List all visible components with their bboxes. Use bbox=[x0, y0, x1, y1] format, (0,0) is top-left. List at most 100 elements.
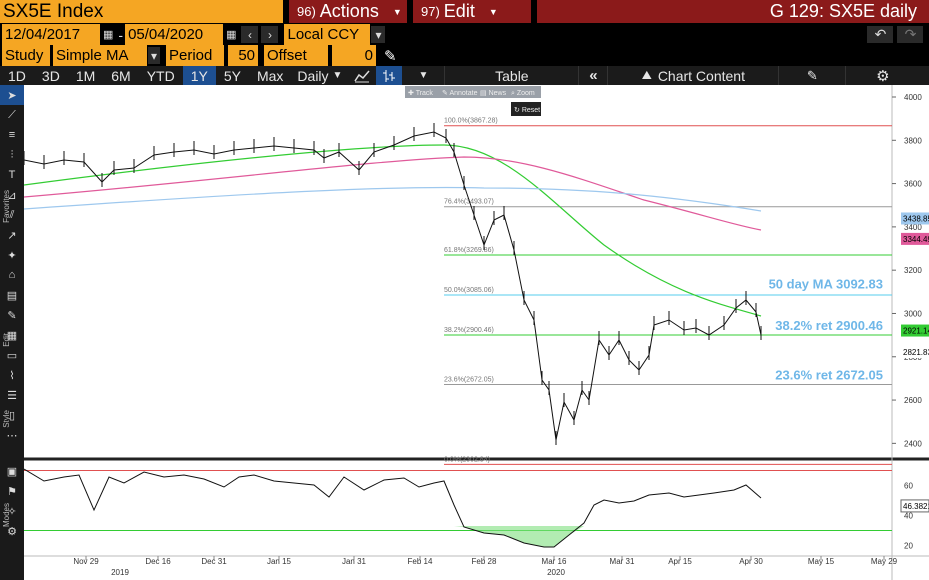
ticker-field[interactable]: SX5E Index bbox=[0, 0, 283, 23]
period-value-text: 50 bbox=[238, 47, 255, 64]
left-toolbar: ➤ ⟋ ≡ ⫶ T ⊿ ⫽ ↗ ✦ ⌂ ▤ ✎ ▦ ▭ ⌇ ☰ ▯ ⋯ ▣ ⚑ … bbox=[0, 85, 24, 580]
window-title: G 129: SX5E daily bbox=[537, 0, 929, 23]
chart-area[interactable]: ➤ ⟋ ≡ ⫶ T ⊿ ⫽ ↗ ✦ ⌂ ▤ ✎ ▦ ▭ ⌇ ☰ ▯ ⋯ ▣ ⚑ … bbox=[0, 85, 929, 580]
range-button-3d[interactable]: 3D bbox=[41, 67, 60, 84]
actions-button[interactable]: 96) Actions ▼ bbox=[289, 0, 407, 23]
range-button-1d[interactable]: 1D bbox=[8, 67, 26, 84]
news-tool[interactable]: ▤ News bbox=[480, 90, 507, 97]
star-icon[interactable]: ✧ bbox=[7, 505, 17, 518]
bar-chart-icon[interactable] bbox=[376, 66, 403, 85]
value-tag bbox=[901, 232, 929, 245]
channel-icon[interactable]: ⫽ bbox=[9, 208, 15, 221]
caret-down-icon: ▼ bbox=[392, 6, 402, 17]
undo-icon[interactable]: ↶ bbox=[867, 26, 894, 43]
document-icon[interactable]: ▯ bbox=[8, 409, 16, 422]
ma50-line bbox=[24, 144, 762, 317]
edit-num: 97) bbox=[421, 4, 440, 19]
zoom-tool[interactable]: ⌕ Zoom bbox=[511, 90, 535, 97]
study-select[interactable]: Simple MA bbox=[53, 45, 147, 66]
range-buttons: 1D 3D 1M 6M YTD 1Y 5Y Max bbox=[0, 66, 291, 85]
flag-icon[interactable]: ⚑ bbox=[7, 485, 17, 498]
range-button-ytd[interactable]: YTD bbox=[146, 67, 175, 84]
date-separator: - bbox=[118, 26, 124, 43]
x-tick-label: May 15 bbox=[808, 557, 835, 566]
prev-arrow-button[interactable]: ‹ bbox=[241, 26, 259, 43]
range-button-1m[interactable]: 1M bbox=[75, 67, 96, 84]
range-button-1y[interactable]: 1Y bbox=[182, 66, 216, 85]
frequency-select[interactable]: Daily ▼ bbox=[291, 66, 348, 85]
line-width-icon[interactable]: ☰ bbox=[7, 389, 17, 402]
line-chart-icon[interactable] bbox=[348, 66, 376, 85]
fib-ext-icon[interactable]: ⫶ bbox=[10, 148, 14, 161]
caret-down-icon: ▼ bbox=[488, 6, 498, 17]
stamp-icon[interactable]: ▣ bbox=[6, 465, 18, 478]
start-date-field[interactable]: 12/04/2017 bbox=[2, 24, 100, 45]
reset-button[interactable] bbox=[511, 102, 541, 116]
chart-content-button[interactable]: ⛰ Chart Content bbox=[607, 66, 780, 85]
text-tool-icon[interactable]: T bbox=[8, 169, 16, 181]
pencil-tool-icon[interactable]: ✎ bbox=[7, 309, 17, 322]
currency-field[interactable]: Local CCY bbox=[284, 24, 371, 45]
x-tick-label: May 29 bbox=[871, 557, 898, 566]
osc-tick-label: 20 bbox=[904, 542, 913, 551]
period-input[interactable]: 50 bbox=[228, 45, 258, 66]
pin-icon[interactable]: ✦ bbox=[7, 249, 17, 262]
y-tick-label: 4000 bbox=[904, 93, 922, 102]
calendar-icon[interactable]: ▦ bbox=[226, 29, 237, 41]
trendline-icon[interactable]: ⟋ bbox=[8, 108, 16, 121]
price-bars bbox=[24, 123, 762, 445]
ruler-icon[interactable]: ⊿ bbox=[7, 189, 17, 202]
edit-chart-icon[interactable]: ✎ bbox=[806, 67, 818, 83]
study-label: Study bbox=[2, 45, 50, 66]
magnet-icon[interactable]: ⌂ bbox=[8, 269, 16, 281]
fib-levels: 100.0%(3867.28) 76.4%(3493.07) 61.8%(3269.… bbox=[444, 118, 892, 465]
fib-icon[interactable]: ≡ bbox=[8, 129, 16, 141]
fib-label: 38.2%(2900.46) bbox=[444, 327, 494, 334]
end-date-field[interactable]: 05/04/2020 bbox=[125, 24, 224, 45]
next-arrow-button[interactable]: › bbox=[261, 26, 279, 43]
mini-toolbar-bg bbox=[405, 86, 541, 98]
study-value-text: Simple MA bbox=[56, 47, 129, 64]
table-button[interactable]: Table bbox=[444, 66, 580, 85]
ma-annotation: 23.6% ret 2672.05 bbox=[775, 367, 883, 382]
cursor-icon[interactable]: ➤ bbox=[0, 85, 24, 105]
annotate-tool[interactable]: ✎ Annotate bbox=[442, 90, 478, 97]
edit-button[interactable]: 97) Edit ▼ bbox=[413, 0, 531, 23]
calendar-icon[interactable]: ▦ bbox=[103, 29, 114, 41]
ma200-line bbox=[24, 186, 762, 212]
range-button-max[interactable]: Max bbox=[256, 67, 284, 84]
arrow-tool-icon[interactable]: ↗ bbox=[7, 229, 17, 242]
value-tag bbox=[901, 324, 929, 337]
pencil-icon[interactable]: ✎ bbox=[384, 47, 397, 65]
settings-small-icon[interactable]: ⚙ bbox=[7, 525, 17, 538]
range-button-5y[interactable]: 5Y bbox=[223, 67, 241, 84]
track-tool[interactable]: ✚ Track bbox=[408, 89, 433, 97]
y-tick-label: 2600 bbox=[904, 396, 922, 405]
y-tick-label: 3200 bbox=[904, 266, 922, 275]
layers-icon[interactable]: ▦ bbox=[6, 329, 18, 342]
study-label-text: Study bbox=[5, 47, 44, 64]
gear-icon[interactable]: ⚙ bbox=[845, 66, 919, 85]
y-tick-label: 3400 bbox=[904, 223, 922, 232]
y-tick-label: 3600 bbox=[904, 180, 922, 189]
study-bar: Study Simple MA ▾ Period 50 Offset 0 ✎ bbox=[0, 45, 929, 66]
reset-label[interactable]: ↻ Reset bbox=[514, 107, 540, 114]
trash-icon[interactable]: ▤ bbox=[6, 289, 18, 302]
x-tick-label: Dec 16 bbox=[145, 557, 171, 566]
y-tick-label: 3000 bbox=[904, 309, 922, 318]
date-bar: 12/04/2017 ▦ - 05/04/2020 ▦ ‹ › Local CC… bbox=[0, 24, 929, 45]
chart-type-dropdown[interactable]: ▼ bbox=[418, 70, 429, 81]
redo-icon[interactable]: ↷ bbox=[897, 26, 924, 43]
study-dropdown[interactable]: ▾ bbox=[148, 47, 160, 64]
range-button-6m[interactable]: 6M bbox=[111, 67, 131, 84]
offset-input[interactable]: 0 bbox=[332, 45, 376, 66]
chart-canvas[interactable]: 100.0%(3867.28) 76.4%(3493.07) 61.8%(3269.… bbox=[24, 85, 929, 580]
currency-dropdown[interactable]: ▾ bbox=[371, 26, 386, 43]
copy-icon[interactable]: ▭ bbox=[6, 349, 18, 362]
brush-icon[interactable]: ⌇ bbox=[9, 369, 15, 382]
collapse-icon[interactable]: « bbox=[589, 67, 598, 84]
osc-line bbox=[24, 468, 762, 548]
dots-icon[interactable]: ⋯ bbox=[6, 429, 18, 442]
end-date-text: 05/04/2020 bbox=[128, 26, 204, 43]
ticker-text: SX5E Index bbox=[3, 0, 104, 22]
